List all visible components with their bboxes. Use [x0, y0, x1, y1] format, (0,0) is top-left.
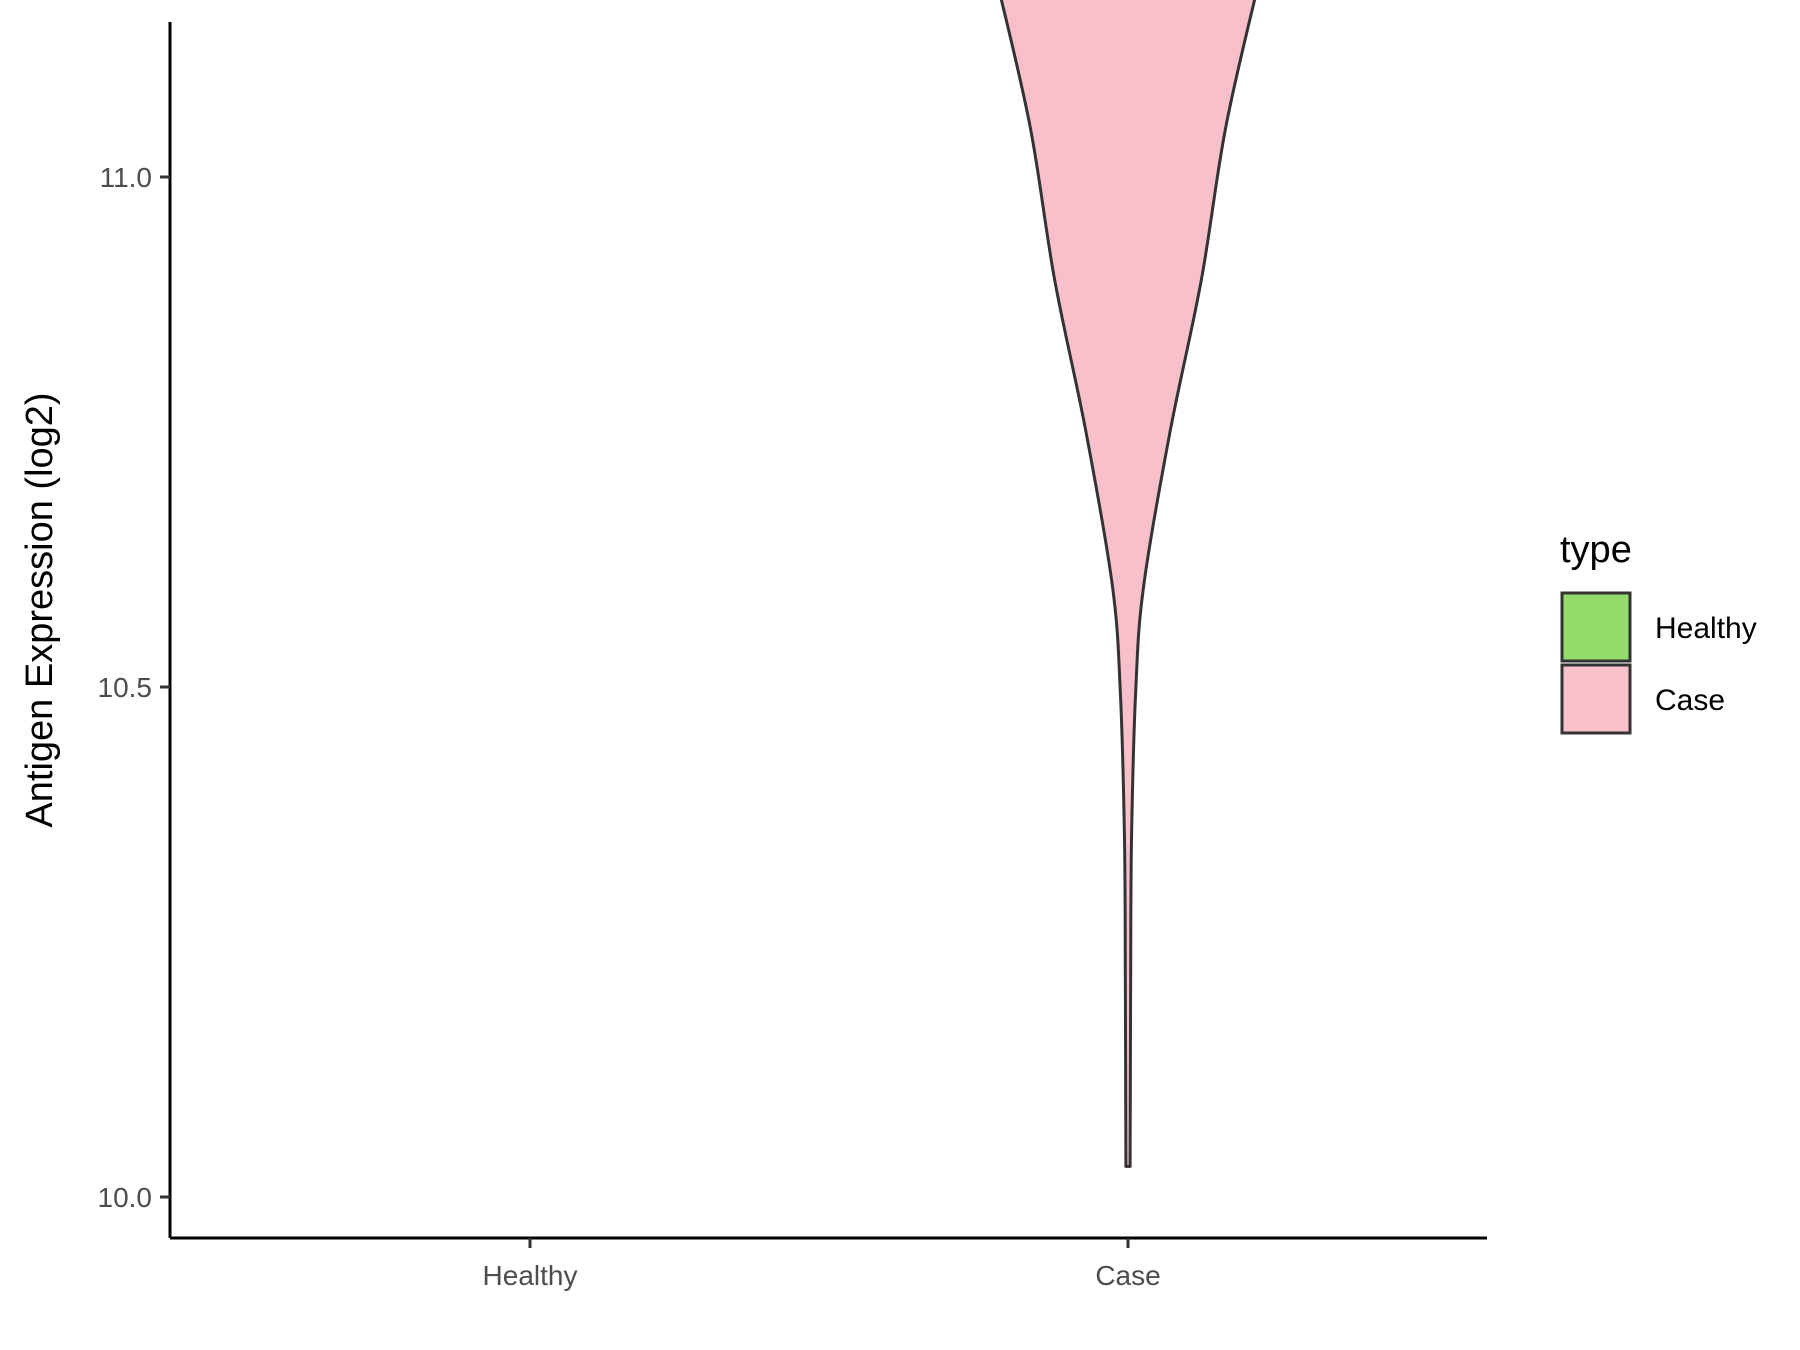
x-tick-label: Case	[1095, 1260, 1160, 1291]
legend-key-case	[1560, 663, 1632, 735]
violin-case	[999, 0, 1257, 1168]
legend-label-case: Case	[1655, 684, 1725, 717]
legend-label-healthy: Healthy	[1655, 612, 1757, 645]
y-axis-ticks: 10.010.511.011.512.0	[98, 162, 170, 1213]
x-tick-label: Healthy	[483, 1260, 578, 1291]
y-tick-label: 10.5	[98, 672, 153, 703]
legend-items: Healthy Case	[1560, 591, 1757, 735]
legend: type Healthy Case	[1560, 529, 1757, 735]
violins-layer	[999, 0, 1257, 1168]
y-tick-label: 10.0	[98, 1182, 153, 1213]
x-axis-ticks: Healthy Case	[483, 1238, 1161, 1291]
legend-key-healthy	[1560, 591, 1632, 663]
y-axis-title: Antigen Expression (log2)	[19, 392, 61, 827]
legend-title: type	[1560, 529, 1632, 571]
y-tick-label: 11.0	[100, 162, 152, 193]
